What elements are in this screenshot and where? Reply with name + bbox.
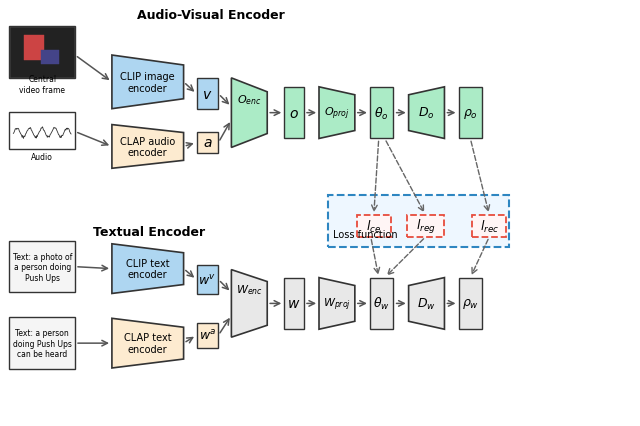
Bar <box>10 241 75 293</box>
Bar <box>357 216 390 237</box>
Bar <box>371 88 393 139</box>
Bar <box>371 278 393 329</box>
Text: $o$: $o$ <box>289 106 299 121</box>
Polygon shape <box>408 88 444 139</box>
Bar <box>197 265 218 295</box>
Text: $O_{proj}$: $O_{proj}$ <box>324 105 350 121</box>
Text: $l_{reg}$: $l_{reg}$ <box>416 217 435 235</box>
Text: $\theta_w$: $\theta_w$ <box>373 296 390 312</box>
Text: Audio-Visual Encoder: Audio-Visual Encoder <box>136 9 284 22</box>
Bar <box>10 27 75 79</box>
Polygon shape <box>232 79 268 148</box>
Bar <box>406 216 444 237</box>
Text: CLIP image
encoder: CLIP image encoder <box>120 72 175 93</box>
Text: $\rho_w$: $\rho_w$ <box>462 296 479 311</box>
Bar <box>284 88 304 139</box>
Polygon shape <box>112 244 184 294</box>
Text: Textual Encoder: Textual Encoder <box>93 226 205 239</box>
Text: CLIP text
encoder: CLIP text encoder <box>126 258 170 280</box>
Bar <box>197 133 218 153</box>
Polygon shape <box>112 125 184 169</box>
Polygon shape <box>232 270 268 337</box>
Text: $D_o$: $D_o$ <box>419 106 435 121</box>
Bar <box>459 88 482 139</box>
Bar <box>197 323 218 348</box>
Text: $W_{proj}$: $W_{proj}$ <box>323 296 351 312</box>
Text: Loss function: Loss function <box>333 229 397 239</box>
Bar <box>284 278 304 329</box>
Text: Text: a person
doing Push Ups
can be heard: Text: a person doing Push Ups can be hea… <box>13 328 72 358</box>
Text: CLAP text
encoder: CLAP text encoder <box>124 333 172 354</box>
Bar <box>10 317 75 369</box>
Polygon shape <box>112 56 184 109</box>
Polygon shape <box>319 88 355 139</box>
Polygon shape <box>319 278 355 329</box>
Text: CLAP audio
encoder: CLAP audio encoder <box>120 136 175 158</box>
Text: $w^v$: $w^v$ <box>198 273 216 287</box>
Bar <box>41 50 59 65</box>
Text: $\theta_o$: $\theta_o$ <box>374 105 389 121</box>
Bar <box>197 79 218 110</box>
Bar <box>328 196 509 247</box>
Text: $\rho_o$: $\rho_o$ <box>463 106 478 121</box>
Bar <box>10 112 75 150</box>
Polygon shape <box>112 319 184 368</box>
Text: Text: a photo of
a person doing
Push Ups: Text: a photo of a person doing Push Ups <box>13 252 72 282</box>
Text: $v$: $v$ <box>202 88 212 101</box>
Text: Audio: Audio <box>31 153 53 161</box>
Text: $W_{enc}$: $W_{enc}$ <box>236 283 263 296</box>
Text: $w$: $w$ <box>287 296 301 311</box>
Text: $D_w$: $D_w$ <box>417 296 436 311</box>
Text: $O_{enc}$: $O_{enc}$ <box>237 92 262 106</box>
Text: Central
video frame: Central video frame <box>19 75 65 94</box>
Bar <box>24 36 44 60</box>
Text: $l_{ce}$: $l_{ce}$ <box>366 219 381 234</box>
Text: $w^a$: $w^a$ <box>198 328 216 343</box>
Text: $a$: $a$ <box>203 136 212 150</box>
Bar <box>472 216 506 237</box>
Text: $l_{rec}$: $l_{rec}$ <box>480 219 499 234</box>
Polygon shape <box>408 278 444 329</box>
Bar <box>459 278 482 329</box>
Bar <box>10 28 74 78</box>
